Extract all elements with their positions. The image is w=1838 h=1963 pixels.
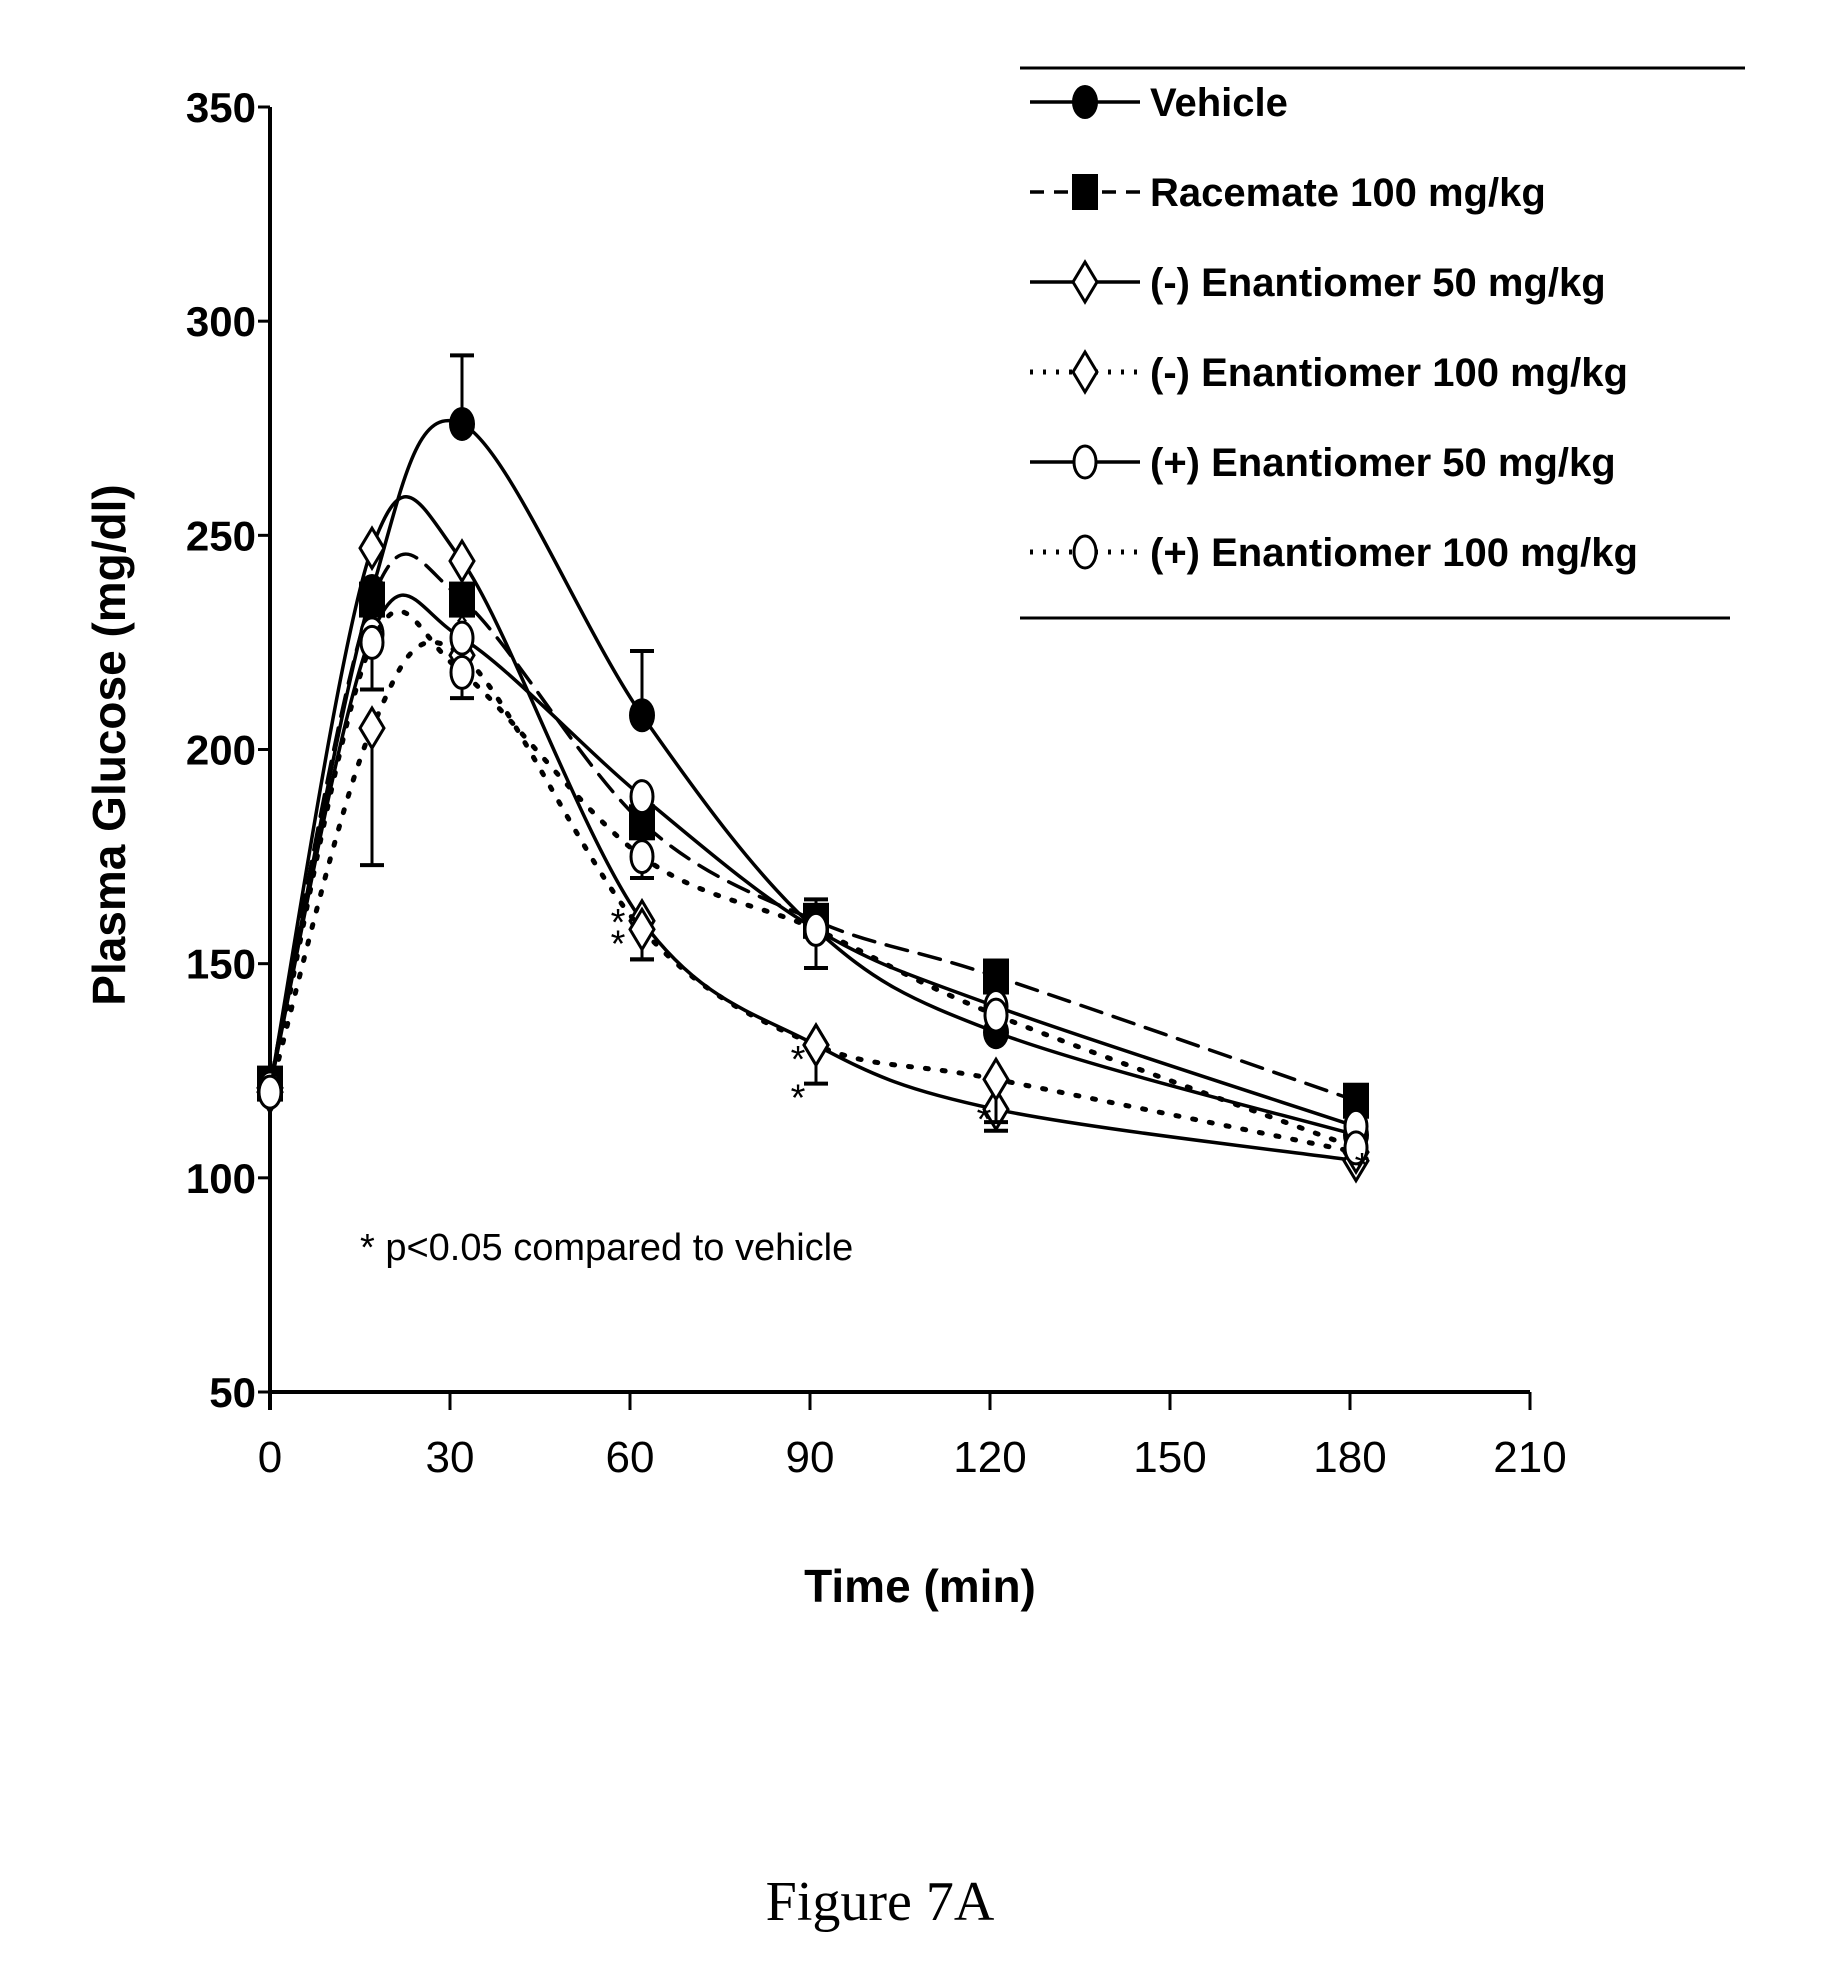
data-point (629, 839, 655, 875)
series-line (267, 608, 1359, 1151)
x-tick-label: 0 (258, 1433, 282, 1482)
legend-marker-icon (1072, 174, 1098, 210)
legend-label: Racemate 100 mg/kg (1150, 171, 1546, 215)
significance-star: * (1355, 1146, 1370, 1188)
legend-marker-icon (1072, 444, 1098, 480)
significance-star: * (611, 923, 626, 965)
x-tick-label: 60 (606, 1433, 655, 1482)
data-point (628, 906, 656, 953)
legend-marker-icon (1072, 534, 1098, 570)
legend-item: (-) Enantiomer 50 mg/kg (1030, 259, 1606, 305)
series-layer (256, 353, 1370, 1184)
legend-marker-icon (1071, 259, 1099, 305)
data-point (449, 620, 475, 656)
legend-label: (-) Enantiomer 100 mg/kg (1150, 351, 1628, 395)
data-point (449, 581, 475, 618)
y-tick-label: 250 (186, 512, 256, 559)
data-point (1343, 1130, 1369, 1166)
data-point (449, 406, 475, 441)
legend-items: Vehicle Racemate 100 mg/kg (-) Enantiomer … (1030, 81, 1638, 575)
data-point (803, 911, 829, 947)
data-point (359, 581, 385, 618)
data-point (982, 1056, 1010, 1103)
data-point (448, 538, 476, 584)
x-tick-label: 120 (953, 1433, 1026, 1482)
x-tick-label: 180 (1313, 1433, 1386, 1482)
significance-star: * (791, 1077, 806, 1119)
y-tick-label: 150 (186, 941, 256, 988)
x-ticks: 0 30 60 90 120 150 180 210 (258, 1392, 1567, 1482)
series-line (268, 552, 1358, 1103)
data-point (983, 958, 1009, 995)
legend-label: (+) Enantiomer 100 mg/kg (1150, 531, 1638, 575)
significance-star: * (611, 902, 626, 944)
x-tick-label: 210 (1493, 1433, 1566, 1482)
legend-item: Vehicle (1030, 81, 1288, 125)
x-tick-label: 30 (426, 1433, 475, 1482)
data-point (358, 525, 386, 572)
legend-label: (+) Enantiomer 50 mg/kg (1150, 441, 1616, 485)
y-tick-label: 300 (186, 298, 256, 345)
y-tick-label: 50 (209, 1369, 256, 1416)
legend-item: (-) Enantiomer 100 mg/kg (1030, 349, 1628, 395)
y-tick-label: 350 (186, 84, 256, 131)
x-axis-title: Time (min) (804, 1560, 1036, 1612)
y-ticks: 50 100 150 200 250 300 350 (186, 84, 270, 1416)
y-axis-title: Plasma Glucose (mg/dl) (83, 484, 135, 1005)
series-line (267, 639, 1359, 1155)
legend-label: (-) Enantiomer 50 mg/kg (1150, 261, 1606, 305)
data-point (629, 698, 655, 733)
x-tick-label: 150 (1133, 1433, 1206, 1482)
legend: Vehicle Racemate 100 mg/kg (-) Enantiomer … (1020, 66, 1745, 620)
axes: 50 100 150 200 250 300 350 0 30 60 90 120 150 180 210 (186, 84, 1567, 1482)
legend-label: Vehicle (1150, 81, 1288, 125)
y-tick-label: 200 (186, 727, 256, 774)
significance-star: * (791, 1039, 806, 1081)
data-point (802, 1022, 830, 1068)
legend-item: (+) Enantiomer 100 mg/kg (1030, 531, 1638, 575)
data-point (449, 654, 475, 690)
x-tick-label: 90 (786, 1433, 835, 1482)
series-enantiomer-100-mg-kg (257, 608, 1369, 1166)
significance-markers: ******* (455, 602, 1370, 1188)
data-point (257, 1074, 283, 1110)
legend-item: (+) Enantiomer 50 mg/kg (1030, 441, 1616, 485)
y-tick-label: 100 (186, 1155, 256, 1202)
data-point (359, 624, 385, 660)
legend-item: Racemate 100 mg/kg (1030, 171, 1546, 215)
data-point (358, 705, 386, 751)
significance-star: * (977, 1099, 992, 1141)
legend-marker-icon (1072, 85, 1098, 119)
data-point (629, 779, 655, 815)
data-point (983, 997, 1009, 1033)
significance-annotation: * p<0.05 compared to vehicle (360, 1227, 853, 1269)
figure-caption: Figure 7A (766, 1871, 995, 1933)
legend-marker-icon (1071, 349, 1099, 395)
significance-star: * (455, 602, 470, 644)
series-enantiomer-50-mg-kg (256, 495, 1370, 1184)
